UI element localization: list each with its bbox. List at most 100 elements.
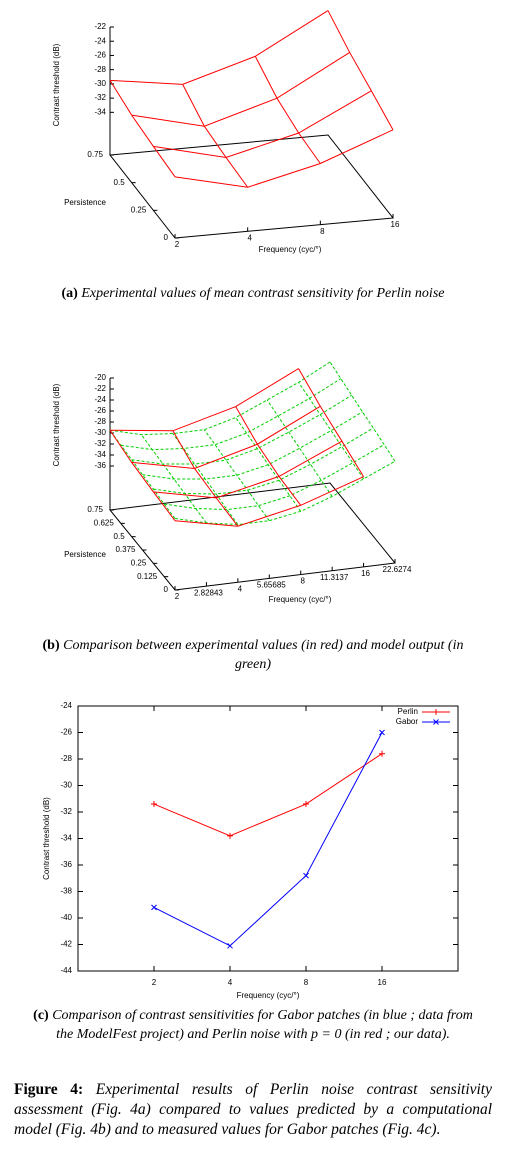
x-tick-label: 8 <box>320 227 325 236</box>
x-tick-label: 8 <box>300 577 305 586</box>
surface-line <box>298 382 364 480</box>
point-marker <box>303 801 309 808</box>
surface-line <box>153 427 374 495</box>
y-tick-label: -44 <box>60 966 72 975</box>
surface-line <box>164 444 385 511</box>
legend-label: Perlin <box>398 707 418 716</box>
point-marker <box>379 750 385 757</box>
surface-line <box>174 129 394 188</box>
y-tick-label: 0.75 <box>87 150 103 159</box>
z-tick-label: -22 <box>94 22 106 31</box>
caption: (b) Comparison between experimental valu… <box>40 636 466 674</box>
surface-line <box>266 399 333 497</box>
x-tick-label: 4 <box>228 978 233 987</box>
x-tick-label: 4 <box>247 233 252 242</box>
z-tick-label: -28 <box>94 417 106 426</box>
surface-line <box>109 368 299 432</box>
x-tick-label: 22.6274 <box>383 565 412 574</box>
surface-line <box>254 56 321 164</box>
surface-line <box>109 429 176 519</box>
caption-label: (b) <box>42 638 60 653</box>
y-tick-label: 0 <box>164 585 169 594</box>
z-tick-label: -32 <box>94 439 106 448</box>
caption: (a) Experimental values of mean contrast… <box>20 284 486 303</box>
z-tick-label: -32 <box>94 93 106 102</box>
point-marker <box>227 832 233 839</box>
z-tick-label: -26 <box>94 51 106 60</box>
y-axis-label: Persistence <box>64 198 106 207</box>
surface-line <box>141 434 207 524</box>
surface-line <box>120 378 342 451</box>
point-marker <box>303 872 309 879</box>
caption-text: Comparison of contrast sensitivities for… <box>52 1008 473 1042</box>
y-tick-label: -26 <box>60 728 72 737</box>
x-tick-label: 16 <box>361 569 370 578</box>
y-tick-label: -38 <box>60 887 72 896</box>
x-tick-label: 2 <box>152 978 157 987</box>
x-axis-label: Frequency (cyc/°) <box>259 245 322 254</box>
z-tick-label: -34 <box>94 450 106 459</box>
z-tick-label: -30 <box>94 428 106 437</box>
z-tick-label: -24 <box>94 395 106 404</box>
z-tick-label: -24 <box>94 36 106 45</box>
caption-text: Comparison between experimental values (… <box>63 638 464 672</box>
z-tick-label: -22 <box>94 384 106 393</box>
caption-label: (a) <box>61 286 78 301</box>
y-tick-label: 0.75 <box>87 505 103 514</box>
z-tick-label: -34 <box>94 107 106 116</box>
z-tick-label: -20 <box>94 373 106 382</box>
surface-line <box>109 429 176 522</box>
point-marker <box>379 729 385 736</box>
x-tick-label: 11.3137 <box>320 573 349 582</box>
figure-caption: Figure 4: Experimental results of Perlin… <box>14 1080 492 1140</box>
x-axis-label: Frequency (cyc/°) <box>269 595 332 604</box>
y-tick-label: -34 <box>60 834 72 843</box>
x-tick-label: 5.65685 <box>257 581 286 590</box>
surface-line <box>131 52 350 127</box>
surface-line <box>142 411 363 480</box>
series-line <box>153 753 383 837</box>
x-tick-label: 16 <box>378 978 387 987</box>
surface-line <box>174 460 396 526</box>
figure-caption-text: Experimental results of Perlin noise con… <box>14 1081 492 1138</box>
y-tick-label: -42 <box>60 940 72 949</box>
y-tick-label: 0 <box>164 233 169 242</box>
y-tick-label: 0.375 <box>115 545 136 554</box>
z-tick-label: -30 <box>94 79 106 88</box>
series-line <box>153 732 383 947</box>
point-marker <box>151 801 157 808</box>
surface-line <box>131 394 352 465</box>
y-tick-label: -40 <box>60 913 72 922</box>
x-tick-label: 8 <box>304 978 309 987</box>
surface-line <box>327 10 394 131</box>
y-tick-label: 0.125 <box>137 572 158 581</box>
surface-line <box>235 417 302 512</box>
surface-line <box>203 429 270 521</box>
x-tick-label: 16 <box>391 220 400 229</box>
legend-label: Gabor <box>396 717 419 726</box>
y-tick-label: -28 <box>60 754 72 763</box>
z-tick-label: -26 <box>94 406 106 415</box>
y-tick-label: -32 <box>60 807 72 816</box>
surface-line <box>109 10 329 85</box>
y-tick-label: -24 <box>60 701 72 710</box>
figure-caption-label: Figure 4: <box>14 1081 84 1098</box>
x-tick-label: 4 <box>238 584 243 593</box>
point-marker <box>151 904 157 911</box>
surface-line <box>329 361 396 462</box>
legend-marker <box>433 719 439 725</box>
x-axis-label: Frequency (cyc/°) <box>237 991 300 1000</box>
y-tick-label: -30 <box>60 781 72 790</box>
plot-frame <box>77 705 459 972</box>
z-axis-label: Contrast threshold (dB) <box>52 383 61 466</box>
y-tick-label: 0.5 <box>114 532 126 541</box>
x-tick-label: 2 <box>175 592 180 601</box>
z-tick-label: -36 <box>94 461 106 470</box>
y-tick-label: 0.25 <box>131 205 147 214</box>
surface-line <box>235 406 302 506</box>
y-tick-label: 0.25 <box>131 558 147 567</box>
y-tick-label: 0.625 <box>94 518 115 527</box>
surface-line <box>109 361 331 436</box>
